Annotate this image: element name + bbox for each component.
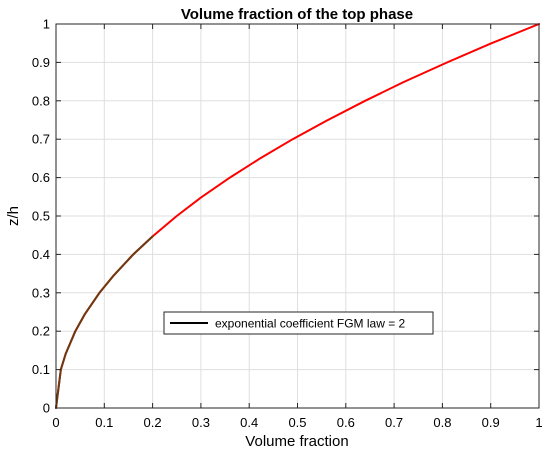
x-tick-label: 0.9 [482, 415, 500, 430]
x-tick-label: 0.5 [288, 415, 306, 430]
legend-box [163, 311, 434, 335]
y-tick-label: 0.4 [32, 247, 50, 262]
x-tick-label: 0.7 [385, 415, 403, 430]
x-tick-label: 0.6 [337, 415, 355, 430]
x-tick-label: 0.3 [192, 415, 210, 430]
x-tick-label: 0.4 [240, 415, 258, 430]
plot-area [55, 23, 540, 409]
y-tick-label: 0.2 [32, 324, 50, 339]
y-tick-label: 0.7 [32, 132, 50, 147]
x-axis-label: Volume fraction [245, 433, 348, 450]
y-tick-label: 0.9 [32, 55, 50, 70]
y-tick-label: 0.5 [32, 209, 50, 224]
chart-title: Volume fraction of the top phase [181, 6, 413, 23]
y-axis-label: z/h [5, 206, 22, 226]
y-tick-label: 0.3 [32, 285, 50, 300]
legend: exponential coefficient FGM law = 2 [163, 311, 434, 335]
legend-label: exponential coefficient FGM law = 2 [215, 317, 406, 331]
x-tick-label: 0.1 [95, 415, 113, 430]
x-tick-labels: 0 0.1 0.2 0.3 0.4 0.5 0.6 0.7 0.8 0.9 1 [52, 415, 542, 430]
y-tick-label: 0.8 [32, 93, 50, 108]
y-tick-labels: 0 0.1 0.2 0.3 0.4 0.5 0.6 0.7 0.8 0.9 1 [32, 17, 50, 416]
y-tick-label: 1 [43, 17, 50, 32]
y-tick-label: 0.6 [32, 170, 50, 185]
y-tick-label: 0.1 [32, 362, 50, 377]
series-line [55, 235, 154, 409]
axis-ticks [55, 23, 540, 409]
y-tick-label: 0 [43, 401, 50, 416]
x-tick-label: 0.2 [144, 415, 162, 430]
x-tick-label: 0.8 [433, 415, 451, 430]
series-lines [55, 23, 540, 409]
x-tick-label: 0 [52, 415, 59, 430]
x-tick-label: 1 [535, 415, 542, 430]
